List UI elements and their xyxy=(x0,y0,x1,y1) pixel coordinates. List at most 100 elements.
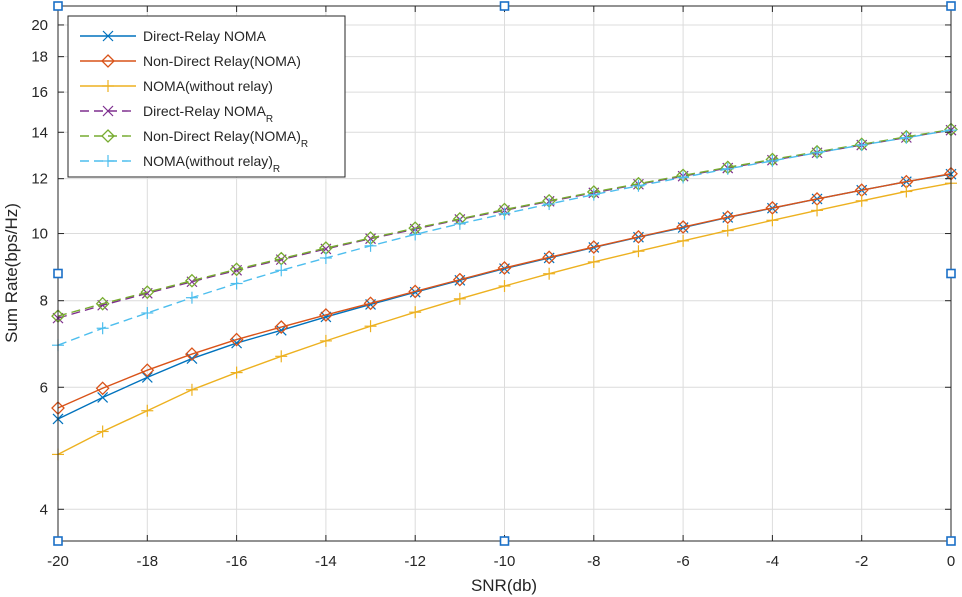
legend-marker xyxy=(102,105,114,117)
series-6-marker xyxy=(632,179,645,192)
legend-item: Non-Direct Relay(NOMA) xyxy=(80,53,301,69)
x-tick-label: -20 xyxy=(47,553,69,570)
legend-item: Non-Direct Relay(NOMA)R xyxy=(80,128,308,150)
selection-handle[interactable] xyxy=(499,536,510,546)
legend-marker xyxy=(102,30,114,42)
series-5-marker xyxy=(185,273,199,288)
series-3-marker xyxy=(811,204,824,217)
series-1-marker xyxy=(97,392,109,403)
x-tick-label: -8 xyxy=(587,553,600,570)
legend-label-subscript: R xyxy=(273,164,280,175)
legend-label-text: Non-Direct Relay(NOMA) xyxy=(143,53,301,69)
series-5-marker xyxy=(229,262,244,277)
selection-handle[interactable] xyxy=(946,1,956,11)
series-6-marker xyxy=(721,162,734,175)
legend-item: Direct-Relay NOMAR xyxy=(80,103,273,125)
series-6-marker xyxy=(409,228,422,241)
series-6-marker xyxy=(900,131,913,144)
series-3-marker xyxy=(275,350,288,363)
y-tick-label: 16 xyxy=(31,84,48,101)
legend-label: NOMA(without relay) xyxy=(143,78,273,94)
legend-marker xyxy=(101,54,115,68)
series-5-marker xyxy=(140,285,155,300)
series-2-marker xyxy=(497,261,512,275)
series-2-marker xyxy=(140,363,155,378)
selection-handle[interactable] xyxy=(499,1,510,11)
series-2-marker xyxy=(676,220,691,234)
series-1-marker-stroke xyxy=(141,371,153,383)
legend-box xyxy=(67,15,346,178)
legend-label-subscript: R xyxy=(266,114,273,125)
series-6-marker xyxy=(141,306,154,319)
series-1-marker-stroke xyxy=(186,353,198,365)
x-tick-label: -6 xyxy=(676,553,689,570)
y-tick-label: 10 xyxy=(31,226,48,243)
y-tick-label: 18 xyxy=(31,49,48,66)
series-3-marker xyxy=(587,255,600,268)
series-3-marker xyxy=(364,320,377,333)
series-4-line xyxy=(57,129,952,319)
series-2-line xyxy=(57,173,952,409)
series-3-marker xyxy=(498,280,511,293)
series-2-marker xyxy=(542,250,557,265)
legend-label-text: Direct-Relay NOMA xyxy=(143,103,267,119)
series-2-marker xyxy=(586,240,601,255)
selection-handle[interactable] xyxy=(946,536,956,546)
series-6-marker xyxy=(677,171,690,184)
y-tick-label: 4 xyxy=(40,501,48,518)
series-3-marker xyxy=(855,194,868,207)
x-tick-label: -2 xyxy=(855,553,868,570)
series-2-marker xyxy=(765,200,780,215)
legend-label-text: NOMA(without relay) xyxy=(143,153,273,169)
x-tick-label: -4 xyxy=(766,553,779,570)
legend-marker xyxy=(101,129,115,143)
y-tick-label: 12 xyxy=(31,171,48,188)
series-3-marker xyxy=(141,404,154,417)
legend-label-subscript: R xyxy=(301,139,308,150)
series-2-marker xyxy=(185,347,199,361)
legend-marker-stroke xyxy=(102,105,114,117)
legend-label: Non-Direct Relay(NOMA) xyxy=(143,53,301,69)
x-tick-label: -12 xyxy=(404,553,426,570)
legend-item: NOMA(without relay)R xyxy=(80,153,280,175)
y-tick-label: 8 xyxy=(40,293,48,310)
series-2-marker xyxy=(408,284,423,299)
series-6-marker xyxy=(498,207,511,220)
y-tick-label: 20 xyxy=(31,17,48,34)
series-1-marker xyxy=(231,337,243,349)
series-3-marker xyxy=(766,214,779,227)
series-3-marker xyxy=(230,366,243,379)
legend-label-text: NOMA(without relay) xyxy=(143,78,273,94)
series-3-marker xyxy=(721,224,734,237)
legend-item: NOMA(without relay) xyxy=(80,78,273,94)
series-6-marker xyxy=(453,217,466,230)
series-3 xyxy=(52,177,957,461)
selection-handle[interactable] xyxy=(53,536,63,546)
series-6-marker xyxy=(587,188,600,201)
series-6-marker xyxy=(319,251,332,264)
series-6-marker xyxy=(185,291,198,304)
series-1-marker xyxy=(275,324,287,336)
x-tick-label: -10 xyxy=(494,553,516,570)
series-3-marker xyxy=(453,292,466,305)
selection-handle[interactable] xyxy=(53,1,63,11)
selection-handles[interactable] xyxy=(53,1,956,546)
series-3-marker xyxy=(96,425,109,438)
x-tick-label: 0 xyxy=(947,553,955,570)
y-axis-label: Sum Rate(bps/Hz) xyxy=(2,203,21,343)
legend: Direct-Relay NOMA Non-Direct Relay(NOMA) N… xyxy=(67,15,346,178)
selection-handle[interactable] xyxy=(946,268,956,279)
axes-ticks: -20 -18 -16 -14 -12 -10 -8 -6 -4 -2 04681012141618… xyxy=(31,6,955,570)
x-tick-label: -14 xyxy=(315,553,337,570)
series-3-marker xyxy=(677,234,690,247)
series-1-marker-stroke xyxy=(231,337,243,349)
legend-label-text: Direct-Relay NOMA xyxy=(143,28,267,44)
series-5-marker xyxy=(95,296,110,311)
selection-handle[interactable] xyxy=(53,268,63,279)
legend-item: Direct-Relay NOMA xyxy=(80,28,267,44)
series-6-marker xyxy=(811,146,824,159)
legend-label: Non-Direct Relay(NOMA)R xyxy=(143,128,308,150)
series-2-marker xyxy=(318,308,333,322)
series-2-marker xyxy=(95,381,110,396)
x-tick-label: -16 xyxy=(226,553,248,570)
